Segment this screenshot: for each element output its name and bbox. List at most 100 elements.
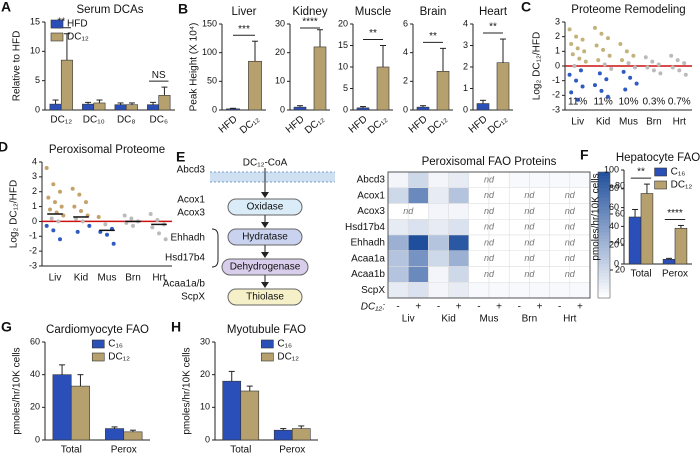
colorbar-step — [598, 225, 610, 230]
bar — [356, 107, 370, 111]
chart-title: Serum DCAs — [76, 4, 143, 16]
colorbar-step — [598, 288, 610, 293]
data-point — [87, 223, 92, 228]
y-tick-label: 30 — [200, 336, 210, 346]
x-tick-label: Perox — [111, 445, 137, 456]
bar — [313, 46, 327, 111]
data-point — [57, 189, 62, 194]
data-point — [70, 186, 75, 191]
colorbar-step — [598, 222, 610, 227]
data-point — [48, 207, 53, 212]
bar — [476, 103, 490, 111]
data-point — [131, 223, 135, 228]
colorbar-step — [598, 203, 610, 208]
row-label: Hsd17b4 — [345, 222, 385, 233]
bar — [640, 193, 654, 265]
heat-cell — [407, 282, 429, 299]
data-point — [122, 213, 127, 218]
colorbar-step — [598, 269, 610, 274]
heat-cell — [448, 219, 470, 236]
data-point — [49, 216, 54, 221]
nd-label: nd — [524, 206, 535, 216]
colorbar-tick-label: 80 — [615, 180, 625, 190]
heat-cell — [387, 250, 409, 267]
bar — [674, 227, 688, 265]
legend-swatch — [91, 339, 105, 349]
legend-swatch — [91, 352, 105, 362]
data-point — [626, 61, 631, 66]
bar — [49, 103, 62, 111]
colorbar-step — [598, 241, 610, 245]
heat-cell — [428, 250, 449, 267]
col-sign: - — [396, 302, 399, 313]
chart-title: Muscle — [355, 6, 391, 18]
y-tick-label: 40 — [30, 369, 40, 379]
data-point — [148, 212, 153, 216]
data-point — [580, 37, 585, 42]
heat-cell — [428, 203, 449, 220]
nd-label: nd — [524, 190, 535, 200]
colorbar-step — [598, 178, 610, 182]
legend-label: C₁₆ — [277, 339, 292, 350]
colorbar-step — [598, 228, 610, 233]
col-sign: - — [558, 302, 561, 313]
data-point — [155, 217, 160, 222]
panel-letter: D — [0, 139, 8, 155]
nd-label: nd — [484, 206, 495, 216]
panel-letter: B — [178, 1, 188, 17]
chart-title: Peroxisomal FAO Proteins — [422, 156, 557, 168]
y-tick-label: 10 — [200, 402, 210, 412]
data-point — [599, 88, 604, 93]
y-tick-label: 0 — [35, 104, 40, 114]
percent-label: 11% — [593, 97, 612, 108]
x-tick-label: HFD — [284, 114, 307, 136]
chart-title: Kidney — [292, 6, 327, 18]
bar — [248, 60, 262, 111]
data-point — [51, 228, 56, 233]
y-tick-label: 0 — [555, 60, 560, 70]
colorbar-step — [598, 247, 610, 252]
x-tick-label: HFD — [407, 114, 430, 136]
x-tick-label: Total — [230, 445, 251, 456]
sig-label: *** — [238, 24, 250, 35]
data-point — [567, 72, 572, 77]
legend-swatch — [50, 32, 64, 42]
data-point — [570, 52, 575, 57]
heat-cell — [508, 282, 530, 299]
nd-label: nd — [484, 237, 495, 247]
bracket — [211, 228, 219, 268]
colorbar-tick-label: 40 — [615, 236, 625, 246]
y-tick-label: 3 — [555, 16, 560, 26]
heat-cell — [407, 187, 429, 204]
y-tick-label: 30 — [275, 18, 285, 28]
sig-label: **** — [302, 17, 318, 28]
nd-label: nd — [484, 190, 495, 200]
chart-title: Brain — [420, 6, 447, 18]
heat-cell — [549, 171, 571, 188]
y-tick-label: 15 — [338, 40, 348, 50]
chart-title: Hepatocyte FAO — [616, 152, 700, 164]
row-label: Abcd3 — [357, 175, 386, 186]
sig-label: **** — [667, 208, 683, 219]
y-tick-label: 0 — [343, 104, 348, 114]
data-point — [618, 42, 623, 46]
chart-title: Myotubule FAO — [227, 324, 306, 336]
x-tick-label: DC₁₂ — [486, 114, 510, 136]
panel-letter: H — [171, 319, 181, 335]
data-point — [105, 232, 109, 237]
colorbar-step — [598, 291, 610, 296]
heat-cell — [549, 282, 571, 299]
x-tick-label: HFD — [347, 114, 370, 136]
data-point — [75, 229, 80, 234]
y-tick-label: 10 — [275, 76, 285, 86]
x-tick-label: DC₁₂ — [303, 114, 327, 136]
heat-cell — [468, 282, 490, 299]
data-point — [677, 68, 682, 73]
bar — [125, 104, 138, 111]
heat-cell — [387, 219, 409, 236]
x-tick-label: Perox — [662, 269, 688, 280]
heat-cell — [448, 234, 470, 251]
group-label: Brn — [522, 314, 538, 325]
heat-cell — [407, 219, 429, 236]
